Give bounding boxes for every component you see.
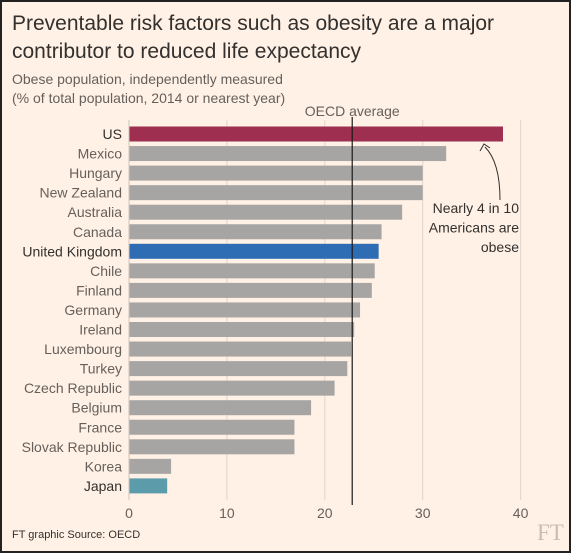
- oecd-average-label: OECD average: [305, 103, 400, 119]
- category-label: Korea: [85, 458, 123, 474]
- x-tick-label: 10: [219, 505, 235, 521]
- category-label: Finland: [76, 282, 122, 298]
- category-label: Australia: [68, 204, 123, 220]
- category-label: Ireland: [79, 322, 122, 338]
- annotation-line: Nearly 4 in 10: [433, 200, 520, 216]
- bar-australia: [129, 204, 403, 220]
- category-label: Turkey: [80, 361, 122, 377]
- bar-canada: [129, 224, 382, 240]
- bar-czech-republic: [129, 380, 335, 396]
- subtitle-line-1: Obese population, independently measured: [12, 71, 283, 87]
- bar-luxembourg: [129, 341, 352, 357]
- x-tick-label: 40: [513, 505, 529, 521]
- bar-germany: [129, 302, 361, 318]
- annotation-arrow: [484, 146, 501, 201]
- category-label: United Kingdom: [22, 243, 122, 259]
- category-label: Hungary: [69, 165, 122, 181]
- category-label: Japan: [84, 478, 122, 494]
- bar-slovak-republic: [129, 439, 295, 455]
- category-label: Slovak Republic: [22, 439, 122, 455]
- x-tick-label: 30: [415, 505, 431, 521]
- bar-mexico: [129, 146, 447, 162]
- chart-title: Preventable risk factors such as obesity…: [12, 12, 495, 63]
- ft-logo: FT: [537, 520, 564, 545]
- category-label: Czech Republic: [24, 380, 122, 396]
- chart-subtitle: Obese population, independently measured…: [12, 70, 557, 108]
- annotation-line: Americans are: [429, 220, 519, 236]
- x-tick-label: 20: [317, 505, 333, 521]
- category-label: Chile: [90, 263, 122, 279]
- category-label: New Zealand: [40, 185, 123, 201]
- subtitle-line-2: (% of total population, 2014 or nearest …: [12, 90, 286, 106]
- bar-france: [129, 419, 295, 435]
- bar-united-kingdom: [129, 243, 379, 259]
- category-label: US: [103, 126, 122, 142]
- category-label: Belgium: [71, 400, 122, 416]
- category-label: France: [78, 419, 122, 435]
- bar-hungary: [129, 165, 423, 181]
- bar-new-zealand: [129, 185, 423, 201]
- bar-us: [129, 126, 503, 142]
- bar-turkey: [129, 361, 348, 377]
- x-tick-label: 0: [125, 505, 133, 521]
- annotation-line: obese: [481, 239, 519, 255]
- category-label: Canada: [73, 224, 122, 240]
- annotation-arrowhead: [479, 143, 491, 152]
- bar-finland: [129, 282, 372, 298]
- bar-ireland: [129, 322, 355, 337]
- category-label: Luxembourg: [44, 341, 122, 357]
- category-label: Germany: [64, 302, 122, 318]
- bar-korea: [129, 458, 172, 474]
- bar-japan: [129, 478, 168, 494]
- bar-chile: [129, 263, 375, 279]
- bar-belgium: [129, 400, 312, 416]
- category-label: Mexico: [78, 146, 123, 162]
- chart-footer: FT graphic Source: OECD: [12, 529, 141, 541]
